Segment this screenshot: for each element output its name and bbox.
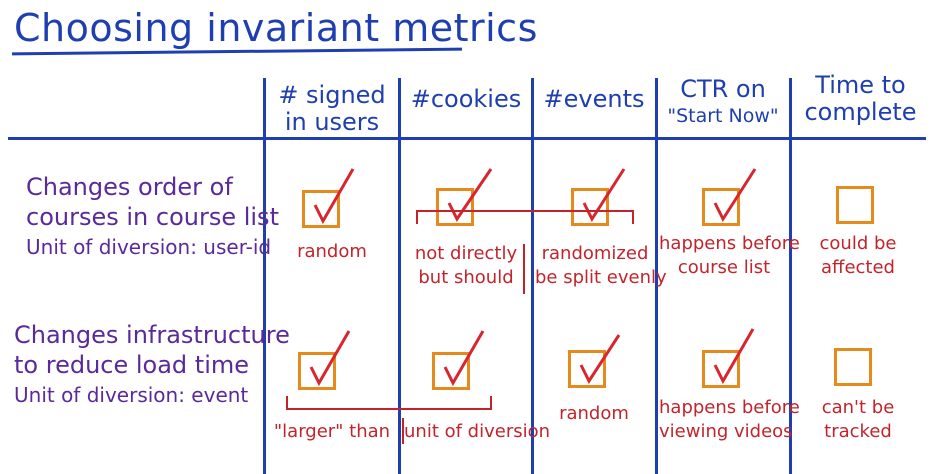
cell-note: can't be tracked xyxy=(793,396,923,444)
column-header-line: in users xyxy=(284,108,380,136)
note-line: not directly xyxy=(414,243,518,264)
column-divider xyxy=(263,78,266,474)
note-line: unit of diversion xyxy=(404,421,551,442)
cell-note: random xyxy=(268,240,396,264)
note-line: random xyxy=(297,241,367,262)
checkbox-checked xyxy=(571,168,626,226)
note-bracket xyxy=(286,396,492,410)
note-line: tracked xyxy=(824,421,892,442)
note-line: but should xyxy=(418,267,514,288)
column-divider xyxy=(789,78,792,474)
cell-note: happens before viewing videos xyxy=(659,396,800,444)
check-mark-icon xyxy=(713,328,755,385)
checkbox-checked xyxy=(702,328,755,388)
column-divider xyxy=(398,78,401,474)
note-line: affected xyxy=(821,257,895,278)
cell-note: happens before course list xyxy=(659,232,800,280)
check-mark-icon xyxy=(443,330,485,387)
note-line: can't be xyxy=(821,397,895,418)
unit-of-diversion: Unit of diversion: event xyxy=(14,383,249,407)
column-header-ctr: CTR on "Start Now" xyxy=(658,76,788,130)
cell-note: randomized be split evenly xyxy=(535,242,667,290)
note-line: viewing videos xyxy=(659,421,793,442)
note-line: happens before xyxy=(659,397,800,418)
note-line: random xyxy=(559,403,629,424)
check-mark-icon xyxy=(579,334,621,385)
check-mark-icon xyxy=(447,168,493,222)
checkbox-checked xyxy=(432,330,485,390)
checkbox-checked xyxy=(302,168,355,228)
cell-note: could be affected xyxy=(793,232,923,280)
cell-note: "larger" than xyxy=(268,420,396,444)
unit-of-diversion: Unit of diversion: user-id xyxy=(26,235,272,259)
note-line: be split evenly xyxy=(535,267,667,288)
column-header-line: #cookies xyxy=(410,85,522,113)
note-line: course list xyxy=(677,257,771,278)
column-header-line: Time to xyxy=(815,71,906,99)
header-divider xyxy=(8,137,926,140)
cell-note: unit of diversion xyxy=(404,420,551,444)
note-line: could be xyxy=(819,233,897,254)
checkbox-checked xyxy=(436,168,493,226)
column-header-line: "Start Now" xyxy=(667,105,779,127)
note-line: randomized xyxy=(541,243,649,264)
cell-note: random xyxy=(535,402,653,426)
column-header-signed-in-users: # signed in users xyxy=(268,82,396,136)
cell-note: not directly but should xyxy=(402,242,530,290)
page-title: Choosing invariant metrics xyxy=(14,6,538,50)
checkbox-checked xyxy=(298,330,351,390)
column-header-line: CTR on xyxy=(680,75,766,103)
column-header-cookies: #cookies xyxy=(402,86,530,113)
checkbox-checked xyxy=(568,334,621,388)
check-mark-icon xyxy=(309,330,351,387)
checkbox-checked xyxy=(702,168,757,226)
column-header-line: complete xyxy=(804,98,917,126)
check-mark-icon xyxy=(313,168,355,225)
note-separator xyxy=(523,244,525,294)
note-separator xyxy=(402,418,404,444)
column-header-events: #events xyxy=(535,86,653,113)
row-label-line: Changes order of xyxy=(26,173,233,201)
checkbox-empty xyxy=(834,348,872,386)
note-bracket xyxy=(416,210,634,224)
check-mark-icon xyxy=(713,168,757,223)
row-label-line: courses in course list xyxy=(26,203,279,231)
column-header-time-to-complete: Time to complete xyxy=(793,72,928,126)
check-mark-icon xyxy=(582,168,626,223)
row-label-course-order: Changes order of courses in course list … xyxy=(26,172,279,262)
column-header-line: #events xyxy=(543,85,645,113)
row-label-line: to reduce load time xyxy=(14,351,250,379)
checkbox-empty xyxy=(836,186,874,224)
note-line: "larger" than xyxy=(273,421,391,442)
row-label-line: Changes infrastructure xyxy=(14,321,290,349)
note-line: happens before xyxy=(659,233,800,254)
column-divider xyxy=(655,78,658,474)
column-header-line: # signed xyxy=(278,81,386,109)
row-label-infrastructure: Changes infrastructure to reduce load ti… xyxy=(14,320,290,410)
column-divider xyxy=(531,78,534,474)
